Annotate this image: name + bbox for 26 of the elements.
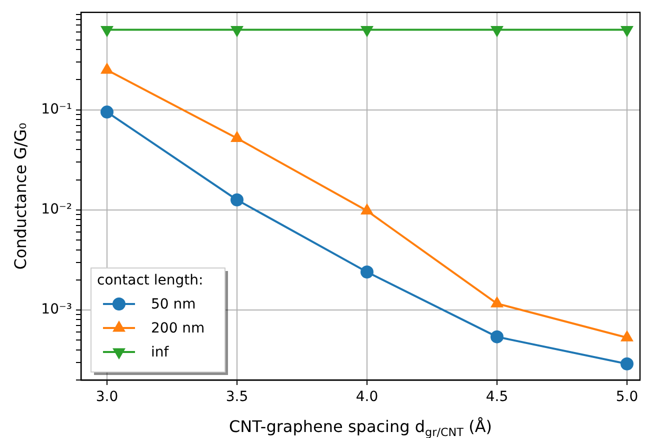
y-axis-title: Conductance G/G₀ — [11, 122, 30, 270]
x-tick-label: 4.0 — [356, 389, 378, 406]
x-tick-label: 3.0 — [96, 389, 118, 406]
point — [360, 265, 374, 278]
point — [361, 26, 373, 36]
point — [100, 106, 114, 119]
point — [620, 357, 634, 370]
y-tick-label: 10⁻³ — [41, 302, 72, 318]
legend-label: 50 nm — [151, 296, 196, 313]
point — [491, 26, 503, 36]
y-tick-label: 10⁻¹ — [41, 101, 72, 118]
x-tick-label: 4.5 — [486, 389, 508, 406]
point — [491, 297, 503, 308]
point — [230, 193, 244, 206]
y-tick-label: 10⁻² — [41, 202, 72, 218]
legend-label: inf — [151, 344, 170, 361]
point — [621, 331, 633, 342]
point — [231, 26, 243, 36]
point — [490, 330, 504, 344]
legend-title: contact length: — [97, 272, 204, 289]
x-tick-label: 3.5 — [226, 389, 248, 406]
x-tick-label: 5.0 — [616, 389, 638, 406]
point — [621, 26, 633, 36]
legend-label: 200 nm — [151, 320, 205, 337]
point — [361, 204, 373, 215]
point — [101, 26, 113, 36]
